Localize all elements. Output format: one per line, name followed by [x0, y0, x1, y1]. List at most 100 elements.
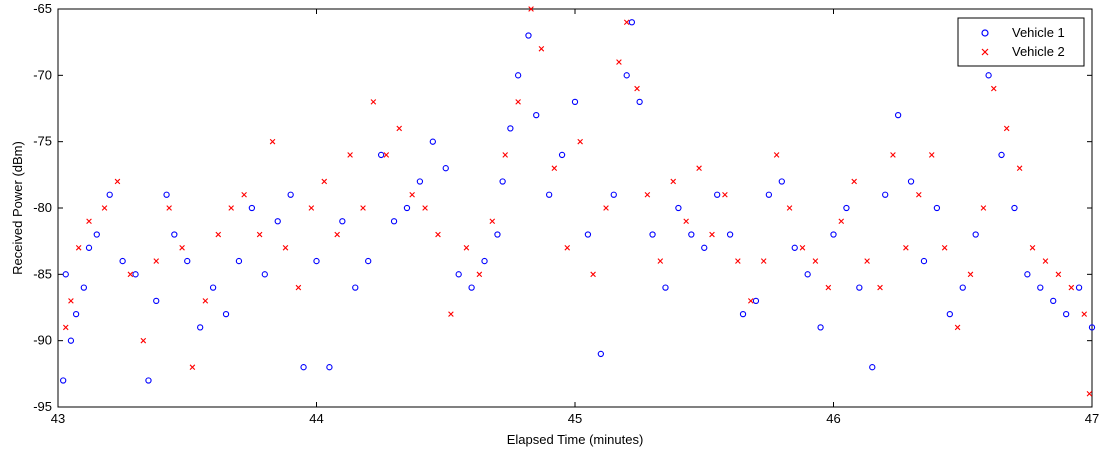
- x-tick-label: 44: [309, 411, 323, 426]
- data-point: [166, 205, 172, 211]
- data-point: [688, 231, 695, 238]
- data-point: [62, 324, 69, 331]
- data-point: [610, 191, 617, 198]
- data-point: [455, 271, 462, 278]
- legend-label-vehicle-1: Vehicle 1: [1012, 25, 1065, 40]
- data-point: [765, 191, 773, 198]
- data-point: [347, 152, 353, 158]
- data-point: [114, 178, 121, 185]
- data-point: [603, 205, 609, 211]
- data-point: [933, 204, 941, 212]
- data-point: [494, 231, 501, 238]
- series-1: [60, 19, 1096, 384]
- data-point: [954, 324, 961, 331]
- data-point: [972, 231, 979, 238]
- data-point: [928, 152, 935, 158]
- data-point: [882, 191, 889, 198]
- data-point: [403, 204, 411, 212]
- data-point: [515, 99, 521, 105]
- data-point: [817, 324, 824, 331]
- data-point: [856, 284, 863, 291]
- data-point: [119, 257, 126, 265]
- data-point: [1088, 324, 1096, 331]
- data-point: [365, 257, 372, 265]
- data-point: [334, 231, 340, 238]
- data-point: [577, 138, 583, 145]
- data-point: [68, 298, 74, 304]
- data-point: [907, 178, 915, 185]
- data-point: [140, 337, 147, 344]
- data-point: [507, 125, 514, 132]
- data-point: [998, 151, 1005, 159]
- data-point: [843, 204, 850, 212]
- x-tick-label: 43: [51, 411, 65, 426]
- data-point: [1055, 271, 1062, 278]
- data-point: [623, 19, 630, 26]
- data-point: [649, 231, 656, 238]
- data-point: [657, 258, 664, 264]
- data-point: [675, 204, 682, 212]
- data-point: [390, 218, 398, 225]
- data-point: [86, 218, 92, 225]
- data-point: [739, 310, 747, 318]
- y-tick-label: -65: [33, 1, 52, 16]
- x-axis-title: Elapsed Time (minutes): [507, 432, 644, 447]
- data-point: [538, 46, 545, 52]
- data-point: [422, 205, 428, 211]
- data-point: [429, 138, 436, 145]
- data-point: [662, 284, 669, 291]
- data-point: [235, 257, 243, 265]
- y-axis-title: Received Power (dBm): [10, 141, 25, 275]
- series-2: [62, 6, 1093, 397]
- data-point: [85, 244, 93, 251]
- y-tick-label: -85: [33, 266, 52, 281]
- data-point: [370, 99, 377, 105]
- data-point: [799, 245, 806, 251]
- data-point: [308, 205, 315, 211]
- data-point: [701, 244, 708, 251]
- data-point: [468, 284, 475, 291]
- data-point: [778, 178, 785, 185]
- data-point: [241, 191, 247, 198]
- data-point: [274, 218, 281, 225]
- data-point: [514, 72, 522, 79]
- data-point: [590, 271, 596, 278]
- data-point: [838, 218, 845, 225]
- plot-area: [57, 8, 1093, 408]
- data-point: [916, 191, 922, 198]
- data-point: [623, 72, 630, 79]
- data-point: [760, 258, 767, 264]
- data-point: [597, 350, 604, 358]
- data-point: [1024, 271, 1031, 278]
- data-point: [990, 85, 997, 92]
- data-point: [489, 218, 496, 225]
- data-point: [894, 111, 902, 119]
- data-point: [558, 151, 566, 159]
- data-point: [636, 98, 643, 106]
- y-tick-label: -70: [33, 67, 52, 82]
- data-point: [890, 152, 896, 158]
- data-point: [179, 245, 185, 251]
- data-point: [163, 191, 170, 198]
- data-point: [396, 125, 403, 132]
- data-point: [339, 218, 346, 225]
- data-point: [228, 205, 234, 211]
- data-point: [352, 284, 359, 291]
- data-point: [502, 152, 508, 158]
- legend: Vehicle 1 Vehicle 2: [957, 17, 1085, 67]
- data-point: [67, 337, 75, 344]
- data-point: [551, 165, 558, 171]
- data-point: [967, 271, 974, 278]
- data-point: [476, 271, 483, 278]
- data-point: [313, 257, 320, 265]
- data-point: [670, 178, 677, 185]
- data-point: [300, 364, 307, 371]
- data-point: [287, 191, 294, 198]
- data-point: [903, 245, 909, 251]
- data-point: [222, 310, 230, 318]
- data-point: [189, 364, 196, 370]
- data-point: [448, 311, 454, 317]
- x-tick-label: 45: [568, 411, 582, 426]
- data-marks: [60, 6, 1096, 397]
